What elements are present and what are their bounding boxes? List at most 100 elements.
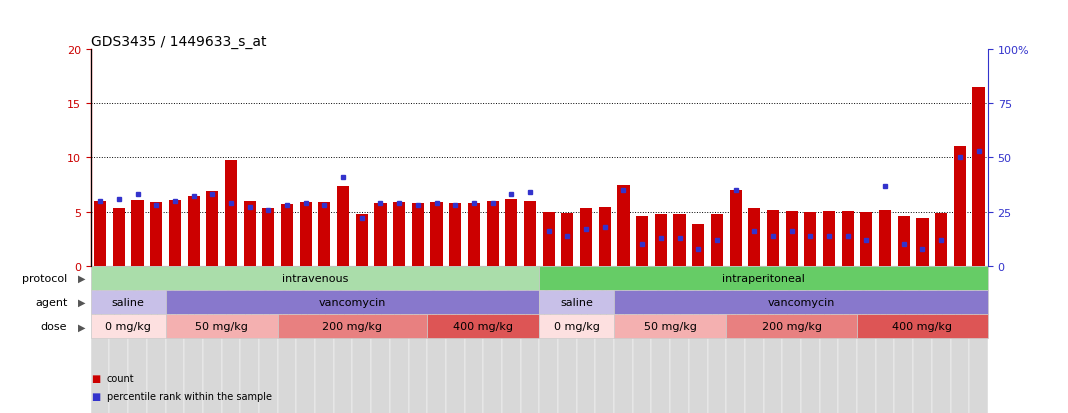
Text: percentile rank within the sample: percentile rank within the sample xyxy=(107,392,271,401)
Text: 50 mg/kg: 50 mg/kg xyxy=(195,322,248,332)
Bar xyxy=(692,224,704,266)
Bar xyxy=(203,266,222,413)
Text: saline: saline xyxy=(112,297,144,308)
Bar xyxy=(318,202,330,266)
Bar xyxy=(278,266,297,413)
Bar xyxy=(169,200,180,266)
Bar xyxy=(651,266,671,413)
Bar xyxy=(689,266,708,413)
Bar xyxy=(502,266,521,413)
Text: ■: ■ xyxy=(91,392,100,401)
Bar xyxy=(614,290,988,315)
Bar xyxy=(128,266,146,413)
Bar xyxy=(820,266,838,413)
Bar xyxy=(94,201,106,266)
Bar xyxy=(838,266,858,413)
Text: 400 mg/kg: 400 mg/kg xyxy=(453,322,514,332)
Bar xyxy=(539,290,614,315)
Bar xyxy=(916,218,928,266)
Bar xyxy=(300,202,312,266)
Bar xyxy=(577,266,596,413)
Bar xyxy=(745,266,764,413)
Bar xyxy=(166,290,539,315)
Bar xyxy=(580,209,592,266)
Bar xyxy=(315,266,333,413)
Bar xyxy=(337,186,349,266)
Text: 200 mg/kg: 200 mg/kg xyxy=(323,322,382,332)
Bar xyxy=(225,160,237,266)
Bar xyxy=(430,202,442,266)
Bar xyxy=(543,212,554,266)
Bar xyxy=(450,204,461,266)
Bar xyxy=(390,266,408,413)
Text: ▶: ▶ xyxy=(78,273,85,283)
Bar xyxy=(726,315,858,339)
Bar xyxy=(278,315,427,339)
Text: GDS3435 / 1449633_s_at: GDS3435 / 1449633_s_at xyxy=(91,35,266,49)
Bar xyxy=(617,185,629,266)
Bar xyxy=(146,266,166,413)
Bar xyxy=(333,266,352,413)
Text: dose: dose xyxy=(41,322,67,332)
Bar xyxy=(767,210,779,266)
Bar xyxy=(804,212,816,266)
Bar xyxy=(244,201,255,266)
Text: 50 mg/kg: 50 mg/kg xyxy=(644,322,696,332)
Bar xyxy=(151,202,162,266)
Bar xyxy=(823,211,835,266)
Bar xyxy=(858,266,876,413)
Bar xyxy=(861,212,873,266)
Bar xyxy=(711,214,723,266)
Bar xyxy=(674,214,686,266)
Bar xyxy=(970,266,988,413)
Bar xyxy=(539,266,988,290)
Bar xyxy=(356,214,367,266)
Bar xyxy=(786,211,798,266)
Bar xyxy=(557,266,577,413)
Bar xyxy=(427,266,446,413)
Bar xyxy=(637,216,648,266)
Bar xyxy=(131,200,143,266)
Bar xyxy=(487,201,499,266)
Bar xyxy=(484,266,502,413)
Bar xyxy=(375,204,387,266)
Text: vancomycin: vancomycin xyxy=(318,297,387,308)
Bar xyxy=(726,266,745,413)
Bar xyxy=(539,266,559,413)
Bar xyxy=(427,315,539,339)
Text: ▶: ▶ xyxy=(78,322,85,332)
Bar xyxy=(109,266,128,413)
Bar xyxy=(352,266,372,413)
Text: intravenous: intravenous xyxy=(282,273,348,283)
Bar xyxy=(188,197,200,266)
Bar xyxy=(393,202,405,266)
Bar xyxy=(936,213,947,266)
Bar xyxy=(468,204,480,266)
Bar xyxy=(951,266,970,413)
Bar xyxy=(222,266,240,413)
Text: vancomycin: vancomycin xyxy=(767,297,835,308)
Text: 200 mg/kg: 200 mg/kg xyxy=(761,322,821,332)
Bar xyxy=(521,266,539,413)
Bar xyxy=(409,266,427,413)
Text: protocol: protocol xyxy=(22,273,67,283)
Bar xyxy=(446,266,465,413)
Text: 400 mg/kg: 400 mg/kg xyxy=(893,322,953,332)
Bar xyxy=(113,209,125,266)
Bar xyxy=(801,266,820,413)
Text: ■: ■ xyxy=(91,373,100,383)
Bar xyxy=(708,266,726,413)
Bar xyxy=(91,266,539,290)
Text: agent: agent xyxy=(35,297,67,308)
Bar xyxy=(91,290,166,315)
Bar xyxy=(858,315,988,339)
Bar xyxy=(895,266,913,413)
Bar xyxy=(879,210,891,266)
Bar xyxy=(671,266,689,413)
Text: saline: saline xyxy=(561,297,593,308)
Bar xyxy=(91,266,109,413)
Bar xyxy=(412,204,424,266)
Bar xyxy=(973,88,985,266)
Bar xyxy=(263,209,274,266)
Text: 0 mg/kg: 0 mg/kg xyxy=(554,322,599,332)
